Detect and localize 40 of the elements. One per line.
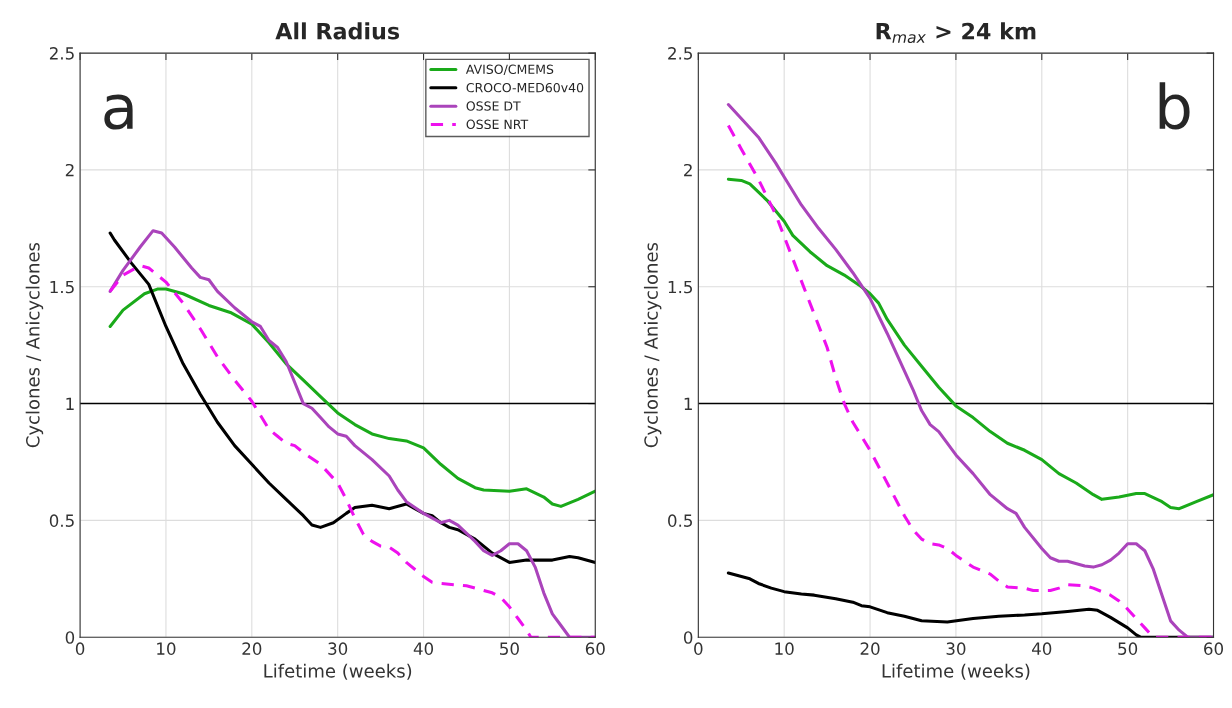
- y-tick-label: 0: [683, 631, 693, 644]
- y-tick-label: 0.5: [49, 514, 74, 527]
- y-tick-label: 0.5: [668, 514, 692, 527]
- x-tick-label: 60: [1204, 642, 1224, 655]
- annotation: b: [1159, 82, 1190, 130]
- y-tick-label: 1: [66, 397, 74, 410]
- y-tick-label: 1: [684, 397, 692, 410]
- y-axis-title: Cyclones / Anicyclones: [25, 242, 44, 448]
- line-series: [108, 287, 596, 508]
- x-tick-label: 10: [775, 642, 794, 655]
- y-tick-label: 2.5: [49, 47, 74, 60]
- chart-title: R$_{max}$ > 24 km: [876, 22, 1036, 44]
- legend-label: OSSE DT: [466, 101, 521, 111]
- x-tick-label: 0: [75, 642, 85, 655]
- x-tick-label: 40: [1032, 642, 1052, 655]
- x-tick-label: 50: [500, 642, 519, 655]
- x-tick-label: 20: [242, 642, 262, 655]
- x-tick-label: 0: [694, 642, 703, 655]
- x-axis-title: Lifetime (weeks): [264, 663, 412, 680]
- y-axis-title: Cyclones / Anicyclones: [643, 242, 662, 448]
- x-tick-label: 30: [328, 642, 348, 655]
- x-tick-label: 50: [1118, 642, 1138, 655]
- x-tick-label: 30: [946, 642, 966, 655]
- x-axis-title: Lifetime (weeks): [882, 663, 1030, 680]
- legend-label: CROCO-MED60v40: [466, 82, 584, 93]
- y-tick-label: 2: [65, 163, 74, 177]
- y-tick-label: 1.5: [50, 280, 74, 294]
- x-tick-label: 60: [585, 642, 605, 655]
- y-tick-label: 0: [65, 631, 75, 644]
- legend-label: AVISO/CMEMS: [465, 64, 554, 76]
- x-tick-label: 10: [157, 642, 176, 655]
- chart-title: All Radius: [275, 22, 400, 40]
- x-tick-label: 40: [413, 642, 434, 655]
- y-tick-label: 1.5: [668, 280, 692, 294]
- legend-label: OSSE NRT: [466, 119, 529, 130]
- line-series: [726, 177, 1214, 511]
- x-tick-label: 20: [860, 642, 880, 655]
- y-tick-label: 2.5: [668, 47, 692, 60]
- y-tick-label: 2: [684, 163, 692, 177]
- annotation: a: [104, 94, 133, 130]
